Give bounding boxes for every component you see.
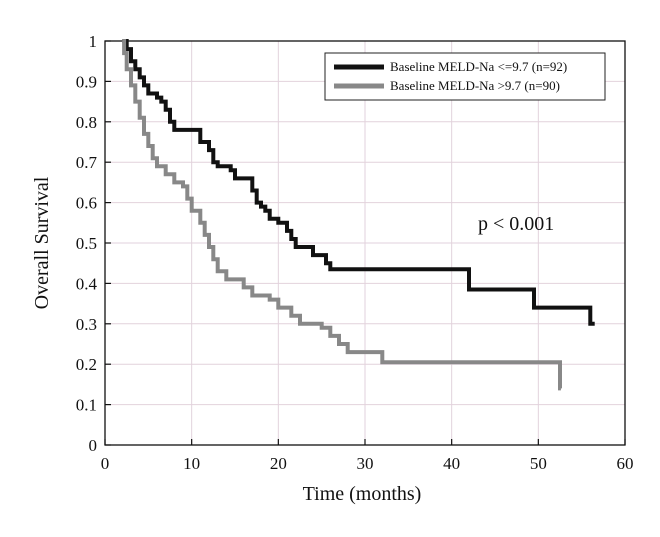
- y-tick-label: 0.2: [76, 355, 97, 374]
- x-tick-label: 20: [270, 454, 287, 473]
- x-tick-label: 0: [101, 454, 110, 473]
- y-tick-label: 0.8: [76, 113, 97, 132]
- x-tick-label: 50: [530, 454, 547, 473]
- y-tick-label: 0: [89, 436, 98, 455]
- series-lines: [122, 39, 595, 391]
- x-tick-label: 40: [443, 454, 460, 473]
- legend-box: [324, 52, 606, 101]
- y-tick-label: 1: [89, 32, 98, 51]
- x-tick-label: 10: [183, 454, 200, 473]
- legend: Baseline MELD-Na <=9.7 (n=92) Baseline M…: [324, 52, 606, 101]
- x-tick-labels: 0 10 20 30 40 50 60: [101, 454, 634, 473]
- x-tick-label: 30: [357, 454, 374, 473]
- y-tick-label: 0.7: [76, 153, 98, 172]
- x-tick-label: 60: [617, 454, 634, 473]
- y-tick-labels: 0 0.1 0.2 0.3 0.4 0.5 0.6 0.7 0.8 0.9 1: [76, 32, 98, 455]
- y-axis-title: Overall Survival: [31, 176, 53, 309]
- axis-ticks: [104, 40, 626, 446]
- x-axis-title: Time (months): [303, 483, 422, 505]
- series-line-2: [122, 39, 562, 391]
- y-tick-label: 0.5: [76, 234, 97, 253]
- y-tick-label: 0.4: [76, 274, 98, 293]
- p-value-annotation: p < 0.001: [478, 213, 554, 235]
- y-tick-label: 0.1: [76, 396, 97, 415]
- y-tick-label: 0.3: [76, 315, 97, 334]
- series-line-1: [122, 39, 595, 326]
- y-tick-label: 0.9: [76, 72, 97, 91]
- legend-label-series-1: Baseline MELD-Na <=9.7 (n=92): [390, 59, 567, 74]
- y-tick-label: 0.6: [76, 194, 97, 213]
- legend-label-series-2: Baseline MELD-Na >9.7 (n=90): [390, 78, 560, 93]
- grid: [105, 41, 625, 445]
